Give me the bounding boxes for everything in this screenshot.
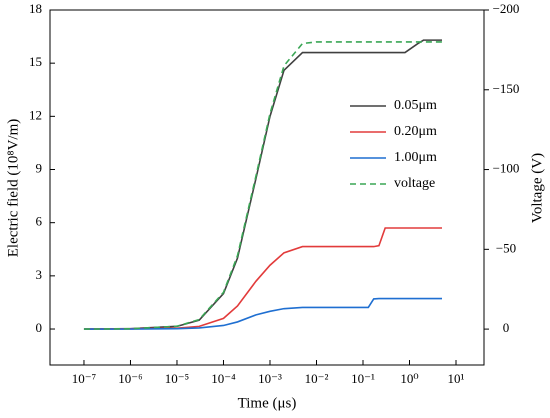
x-tick-label: 10⁰: [400, 371, 418, 386]
legend-label: 0.20μm: [394, 124, 437, 139]
series-line: [83, 39, 442, 330]
x-tick-label: 10⁻³: [258, 371, 282, 386]
legend-label: voltage: [394, 176, 435, 191]
x-tick-label: 10⁻⁴: [211, 371, 236, 386]
series-line: [83, 41, 442, 330]
x-tick-label: 10⁻⁶: [118, 371, 142, 386]
y2-axis-title: Voltage (V): [529, 153, 545, 223]
y2-tick-label: 0: [503, 320, 510, 335]
legend-label: 0.05μm: [394, 98, 437, 113]
legend-label: 1.00μm: [394, 150, 437, 165]
y-tick-label: 3: [36, 267, 43, 282]
y-tick-label: 18: [29, 1, 42, 16]
y-tick-label: 9: [36, 160, 43, 175]
x-tick-label: 10⁻¹: [351, 371, 375, 386]
x-tick-label: 10¹: [448, 371, 465, 386]
y2-tick-label: −200: [493, 1, 520, 16]
y-tick-label: 12: [29, 107, 42, 122]
y-axis-title: Electric field (10⁸V/m): [5, 119, 21, 258]
y2-tick-label: −150: [493, 81, 520, 96]
plot-frame: [49, 9, 485, 366]
y-tick-label: 15: [29, 54, 42, 69]
x-tick-label: 10⁻⁷: [72, 371, 96, 386]
series-line: [83, 227, 442, 330]
y-tick-label: 6: [36, 214, 43, 229]
series-line: [83, 297, 442, 330]
y-tick-label: 0: [36, 320, 43, 335]
x-tick-label: 10⁻⁵: [165, 371, 189, 386]
y2-tick-label: −100: [493, 161, 520, 176]
y2-tick-label: −50: [496, 240, 516, 255]
x-axis-title: Time (μs): [238, 395, 297, 411]
x-tick-label: 10⁻²: [305, 371, 329, 386]
